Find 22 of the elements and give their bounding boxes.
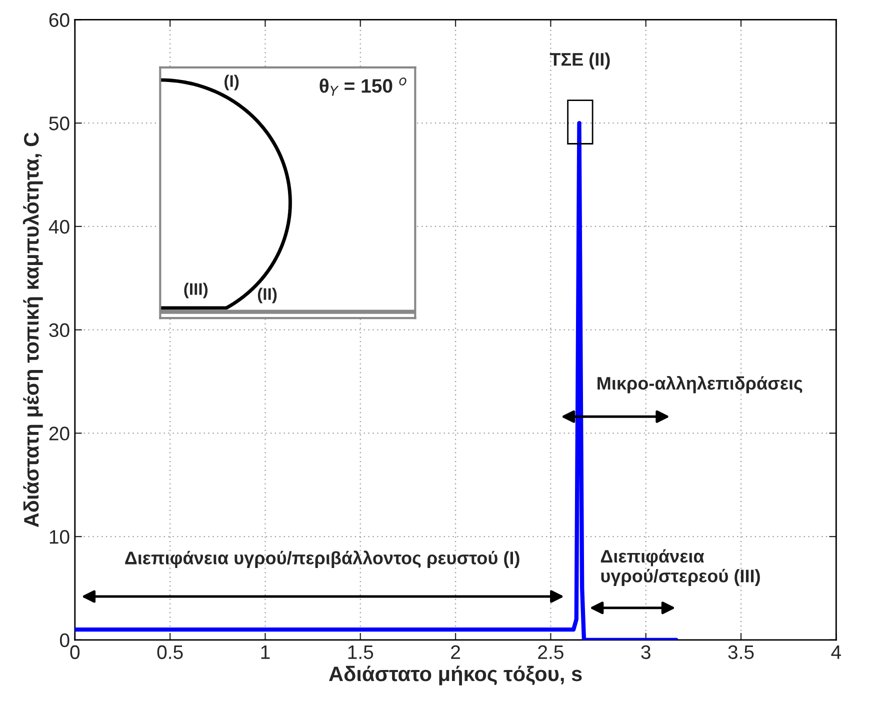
annotation: Διεπιφάνεια υγρού/στερεού (III) (600, 549, 760, 586)
x-tick-label: 3.5 (728, 645, 754, 660)
annotation: Διεπιφάνεια υγρού/περιβάλλοντος ρευστού (I) (125, 550, 520, 568)
y-tick-label: 50 (49, 116, 70, 130)
y-tick-label: 30 (49, 323, 70, 338)
y-tick-label: 0 (60, 633, 70, 648)
y-tick-label: 40 (48, 220, 70, 234)
y-tick-label: 60 (49, 13, 70, 27)
x-axis-title: Αδιάστατο μήκος τόξου, s (329, 666, 582, 686)
y-axis-title: Αδιάστατη μέση τοπική καμπυλότητα, C (22, 132, 43, 528)
annotation: Μικρο-αλληλεπιδράσεις (598, 376, 802, 394)
x-tick-label: 3 (641, 645, 650, 660)
x-tick-label: 4 (831, 646, 841, 659)
y-tick-label: 20 (49, 426, 70, 440)
x-tick-label: 0.5 (157, 645, 183, 660)
y-tick-label: 10 (50, 530, 70, 544)
x-tick-label: 2.5 (538, 645, 564, 660)
x-tick-label: 1.5 (348, 646, 374, 660)
x-tick-label: 1 (261, 646, 270, 659)
x-tick-label: 0 (70, 645, 80, 660)
x-tick-label: 2 (451, 645, 460, 659)
annotation: ΤΣΕ (II) (550, 52, 610, 70)
